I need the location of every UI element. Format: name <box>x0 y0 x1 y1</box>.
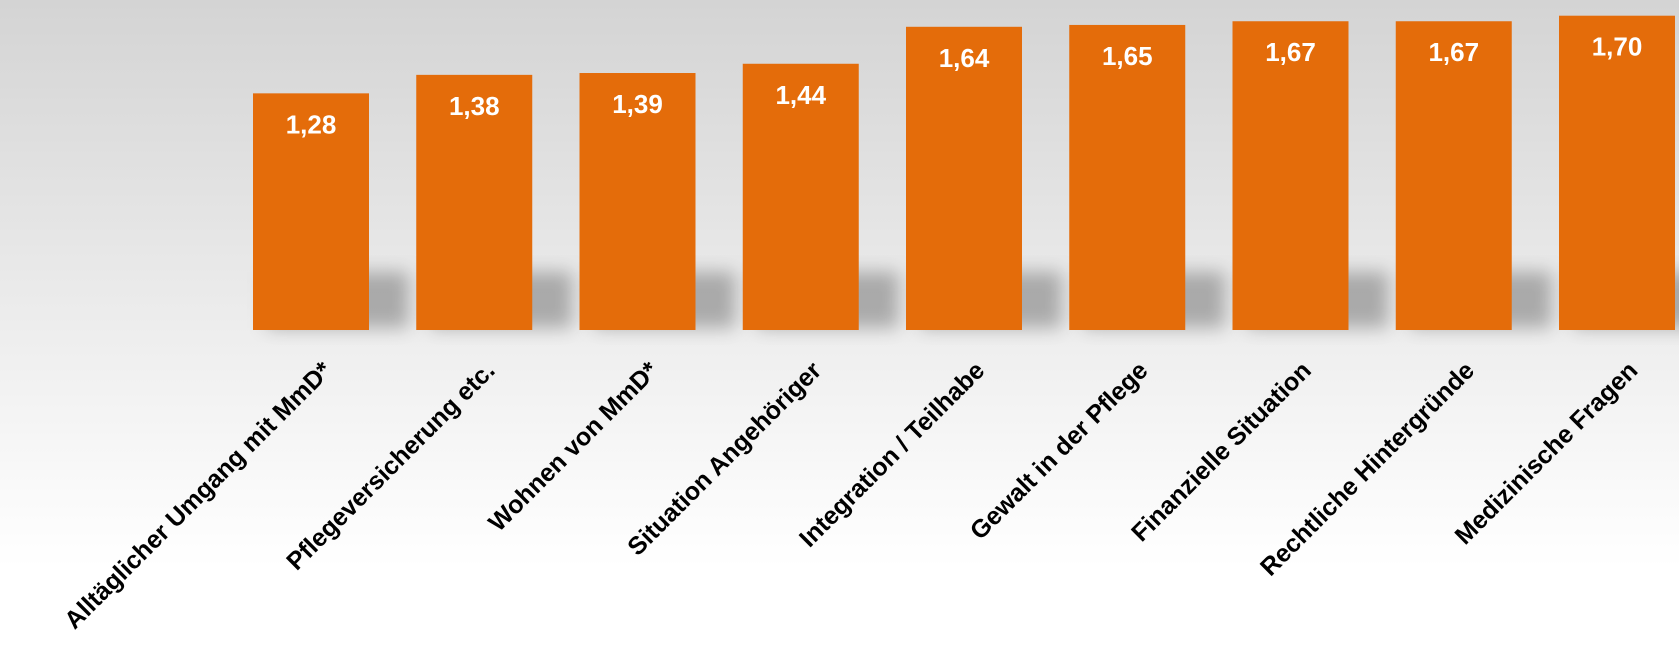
category-label: Finanzielle Situation <box>1126 356 1317 547</box>
bar-value-label: 1,38 <box>449 91 500 121</box>
value-labels: 1,28 1,38 1,39 1,44 1,64 1,65 1,67 1,67 1,70 <box>286 32 1643 140</box>
bar-value-label: 1,65 <box>1102 41 1153 71</box>
bar <box>416 74 533 330</box>
bar <box>1069 24 1186 330</box>
bar <box>1232 21 1349 330</box>
bar <box>1395 21 1512 330</box>
category-label: Medizinische Fragen <box>1450 356 1644 550</box>
category-label: Gewalt in der Pflege <box>965 356 1154 545</box>
bar-value-label: 1,28 <box>286 109 337 139</box>
category-label: Alltäglicher Umgang mit MmD* <box>59 356 337 634</box>
bar-value-label: 1,64 <box>939 43 990 73</box>
bar <box>579 73 696 330</box>
bar-value-label: 1,70 <box>1592 32 1643 62</box>
bar-value-label: 1,44 <box>775 80 826 110</box>
category-label: Integration / Teilhabe <box>794 356 990 552</box>
bar <box>906 26 1022 330</box>
bars <box>253 15 1675 331</box>
bar-value-label: 1,39 <box>612 89 663 119</box>
bar <box>1559 15 1675 331</box>
bar <box>253 93 369 330</box>
bar <box>742 63 859 330</box>
bar-value-label: 1,67 <box>1428 37 1479 67</box>
category-labels: Alltäglicher Umgang mit MmD*Pflegeversic… <box>59 356 1643 634</box>
bar-value-label: 1,67 <box>1265 37 1316 67</box>
category-label: Wohnen von MmD* <box>483 356 664 537</box>
